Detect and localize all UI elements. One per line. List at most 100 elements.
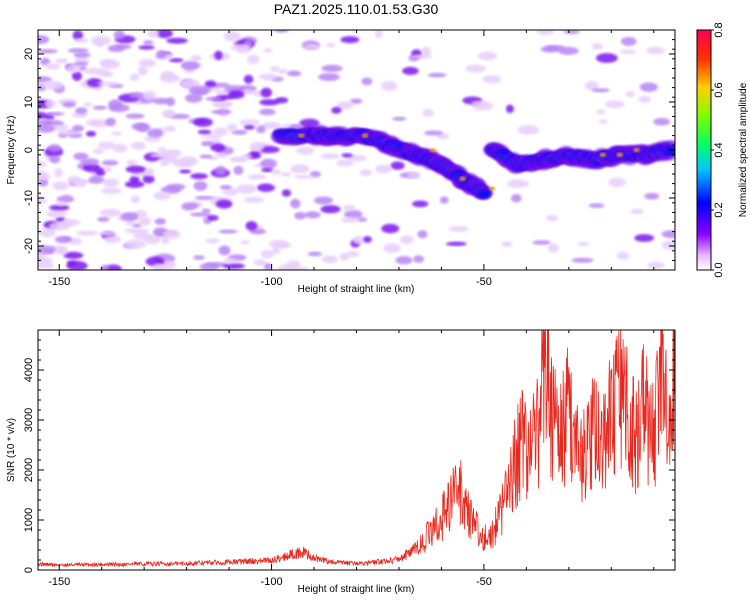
spectrogram-blob [290,164,310,174]
spectrogram-blob [618,153,622,156]
spectrogram-blob [142,174,155,184]
colorbar-label: Normalized spectral amplitude [738,82,749,217]
spectrogram-blob [197,129,212,135]
spectrogram-blob [205,238,220,244]
spectrogram-blob [98,231,117,236]
spectrogram-blob [191,89,208,95]
spectrogram-blob [223,258,238,264]
spectrogram-blob [73,152,89,161]
spectrogram-blob [260,249,274,259]
snr-x-tick-label: -100 [261,576,283,588]
spectrogram-blob [219,185,232,190]
spectrogram-blob [97,216,110,222]
spectrogram-blob [423,130,444,136]
colorbar-tick-label: 0.8 [713,22,725,37]
spectrogram-blob [47,144,62,152]
spectrogram-blob [51,124,69,131]
spectrogram-blob [46,210,68,218]
spectrogram-blob [193,255,205,260]
spectrogram-blob [95,167,106,177]
spectrogram-blob [253,259,267,266]
spectrogram-blob [144,167,155,177]
spectrogram-blob [138,58,156,68]
spectrogram-blob [38,245,56,254]
spectrogram-blob [73,61,89,66]
spectrogram-blob [137,65,148,76]
spectrogram-blob [271,246,281,255]
spectrogram-blob [228,90,245,99]
spectrogram-blob [400,235,414,245]
spectrogram-blob [336,159,354,167]
spectrogram-blob [201,208,211,214]
spectrogram-blob [212,82,230,88]
spectrogram-blob [661,230,675,238]
spectrogram-blob [46,111,65,117]
spectrogram-blob [231,129,248,135]
spectrogram-blob [299,118,320,128]
spectrogram-blob [166,183,186,191]
spectrogram-blob [38,49,58,54]
spectrogram-x-label: Height of straight line (km) [298,284,415,295]
spectrogram-blob [239,119,261,127]
spectrogram-y-tick-label: 0 [23,147,35,153]
spectrogram-blob [214,153,229,158]
spectrogram-blob [286,260,301,270]
spectrogram-blob [88,175,105,184]
spectrogram-blob [89,119,110,128]
spectrogram-blob [359,169,373,176]
spectrogram-blob [193,181,208,191]
spectrogram-blob [304,211,321,219]
spectrogram-blob [38,160,47,168]
spectrogram-blob [506,179,529,188]
spectrogram-blob [226,123,238,132]
spectrogram-blob [154,218,167,225]
snr-series-line [38,330,675,568]
spectrogram-blob [421,46,431,57]
spectrogram-blob [243,196,265,203]
spectrogram-blob [304,44,320,50]
spectrogram-blob [661,240,675,250]
spectrogram-y-ticks: -20 -10 0 10 20 [23,29,675,271]
spectrogram-blob [161,150,182,158]
spectrogram-blob [38,35,50,45]
spectrogram-blob [259,108,276,116]
spectrogram-blob [258,73,279,81]
spectrogram-blob [510,194,522,203]
spectrogram-blob [124,239,146,249]
spectrogram-blob [67,175,82,185]
spectrogram-blob [52,181,70,191]
spectrogram-blob [294,211,307,220]
spectrogram-blob [588,203,605,208]
spectrogram-blob [200,140,213,147]
spectrogram-blob [363,134,367,137]
spectrogram-blob [281,189,292,197]
colorbar-gradient [696,29,712,271]
spectrogram-blob [260,87,273,98]
spectrogram-blob [383,243,401,254]
spectrogram-blob [124,228,137,233]
spectrogram-blob [461,177,465,180]
spectrogram-blob [363,236,372,243]
spectrogram-blob [71,124,85,132]
spectrogram-blob [38,120,53,127]
spectrogram-blob [286,70,302,77]
spectrogram-blob [86,130,97,137]
spectrogram-blob [222,263,245,270]
spectrogram-blob [205,96,222,102]
spectrogram-blob [184,93,203,103]
spectrogram-blob [200,134,223,139]
spectrogram-blob [66,63,80,74]
spectrogram-blob [296,146,315,155]
snr-y-tick-label: 2000 [23,458,35,482]
spectrogram-blob [153,191,171,201]
spectrogram-blob [342,204,356,211]
spectrogram-blob [630,208,644,215]
spectrogram-blob [634,234,655,242]
spectrogram-blob [620,36,637,46]
spectrogram-blob [152,97,170,105]
spectrogram-blob [233,165,244,175]
spectrogram-blob [548,243,559,253]
spectrogram-blob [571,257,594,263]
spectrogram-blob [104,235,122,244]
